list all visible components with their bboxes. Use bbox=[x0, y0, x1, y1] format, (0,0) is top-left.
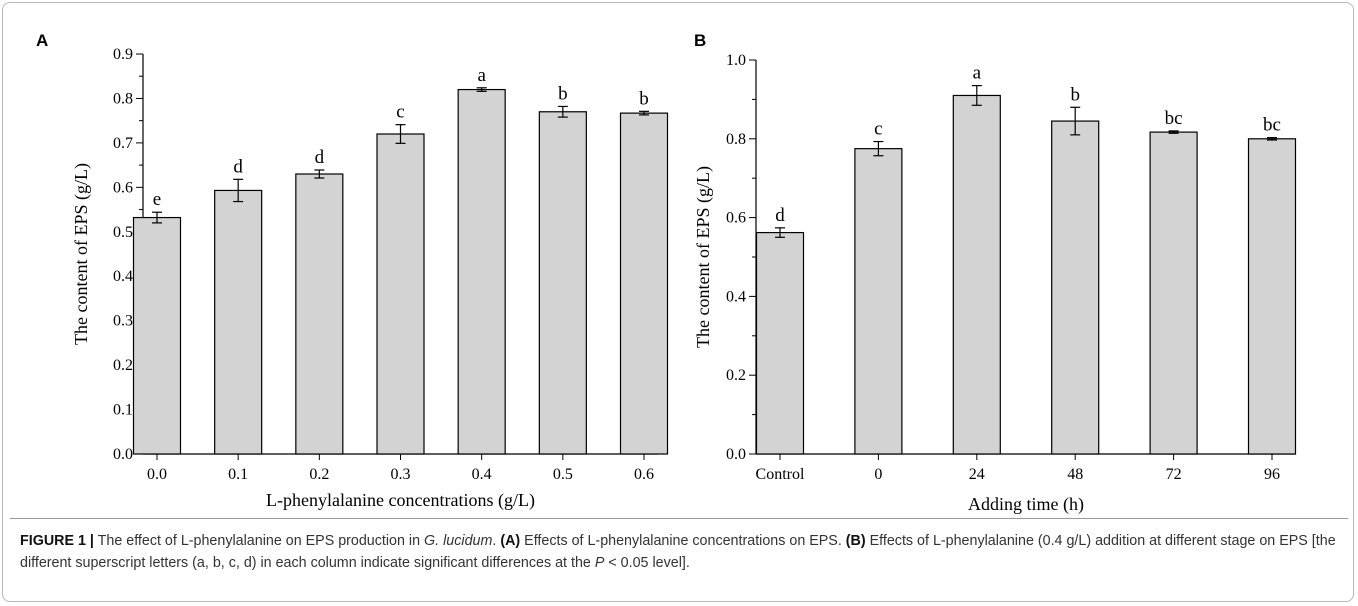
panel-a-y-tick-label: 0.7 bbox=[113, 135, 133, 152]
panel-b-y-tick-label: 1.0 bbox=[726, 52, 746, 69]
panel-b-significance-letter: a bbox=[973, 63, 982, 84]
panel-a-significance-letter: c bbox=[396, 102, 404, 123]
panel-b-y-tick-label: 0.0 bbox=[726, 446, 746, 463]
panel-b-bar bbox=[1051, 120, 1100, 455]
caption-figure-label: FIGURE 1 | bbox=[20, 533, 94, 549]
panel-b-significance-letter: bc bbox=[1165, 108, 1183, 129]
panel-a-significance-letter: e bbox=[153, 189, 161, 210]
panel-a-significance-letter: d bbox=[233, 156, 243, 177]
panel-a-y-tick-label: 0.0 bbox=[113, 446, 133, 463]
panel-b-bar bbox=[755, 231, 805, 455]
panel-b-x-axis-title: Adding time (h) bbox=[968, 494, 1084, 515]
caption-text-2: . bbox=[492, 533, 501, 549]
panel-a-x-tick-label: 0.3 bbox=[391, 466, 411, 483]
caption-label-a: (A) bbox=[500, 533, 521, 549]
panel-b-y-tick-label: 0.6 bbox=[726, 210, 746, 227]
panel-a-bar bbox=[295, 173, 344, 455]
panel-a-y-tick-label: 0.8 bbox=[113, 90, 133, 107]
caption-text-5: < 0.05 level]. bbox=[604, 555, 690, 571]
panel-a-bar bbox=[132, 216, 182, 455]
panel-b-bar bbox=[854, 148, 903, 455]
panel-a-x-tick-label: 0.1 bbox=[228, 466, 248, 483]
panel-a-significance-letter: b bbox=[558, 83, 568, 104]
caption-p-symbol: P bbox=[594, 555, 605, 571]
caption-species: G. lucidum bbox=[424, 533, 493, 549]
panel-b-x-tick-label: 48 bbox=[1067, 466, 1083, 483]
panel-b-y-tick-label: 0.8 bbox=[726, 131, 746, 148]
panel-a-letter: A bbox=[36, 31, 48, 50]
panel-a-y-tick-label: 0.2 bbox=[113, 357, 133, 374]
panel-b-significance-letter: bc bbox=[1263, 115, 1281, 136]
panel-a-x-tick-label: 0.4 bbox=[472, 466, 492, 483]
panel-a-y-tick-label: 0.3 bbox=[113, 313, 133, 330]
panel-b-bar bbox=[952, 94, 1001, 455]
caption-text-4: Effects of L-phenylalanine (0.4 g/L) add… bbox=[20, 533, 1336, 571]
panel-a-y-tick-label: 0.9 bbox=[113, 46, 133, 63]
panel-b-bar bbox=[1149, 131, 1198, 455]
panel-a-x-axis-title: L-phenylalanine concentrations (g/L) bbox=[266, 490, 535, 511]
panel-b-y-tick-label: 0.4 bbox=[726, 288, 746, 305]
figure-charts: A 0.0 0.1 0.2 0.3 0.4 0.5 0.6 0.7 0.8 0.9 e 0.0 d 0.1 d… bbox=[36, 31, 1297, 515]
panel-a-bar bbox=[376, 133, 425, 455]
panel-b-y-tick-label: 0.2 bbox=[726, 367, 746, 384]
figure-caption: FIGURE 1 | The effect of L-phenylalanine… bbox=[20, 530, 1340, 574]
panel-a-y-tick-label: 0.1 bbox=[113, 402, 133, 419]
panel-b-x-tick-label: 24 bbox=[969, 466, 985, 483]
panel-a-y-axis-title: The content of EPS (g/L) bbox=[71, 163, 92, 345]
panel-a-significance-letter: a bbox=[477, 65, 486, 86]
panel-b-x-tick-label: 96 bbox=[1264, 466, 1280, 483]
panel-b-bar bbox=[1247, 138, 1297, 455]
panel-a-bar bbox=[619, 112, 669, 455]
panel-b-x-tick-label: 0 bbox=[874, 466, 882, 483]
panel-a-y-tick-label: 0.5 bbox=[113, 224, 133, 241]
panel-a-bar bbox=[214, 189, 263, 455]
panel-b-x-tick-label: 72 bbox=[1166, 466, 1182, 483]
panel-a-x-tick-label: 0.6 bbox=[634, 466, 654, 483]
panel-a-bar bbox=[457, 88, 506, 455]
caption-text-1: The effect of L-phenylalanine on EPS pro… bbox=[93, 533, 425, 549]
caption-label-b: (B) bbox=[845, 533, 866, 549]
panel-b-x-tick-label: Control bbox=[756, 466, 805, 483]
panel-a-significance-letter: b bbox=[639, 88, 649, 109]
panel-a-x-tick-label: 0.0 bbox=[147, 466, 167, 483]
panel-a-x-tick-label: 0.2 bbox=[309, 466, 329, 483]
panel-a-y-tick-label: 0.6 bbox=[113, 179, 133, 196]
panel-a-y-tick-label: 0.4 bbox=[113, 268, 133, 285]
panel-a-x-tick-label: 0.5 bbox=[553, 466, 573, 483]
panel-b-letter: B bbox=[694, 31, 706, 50]
panel-b-y-axis-title: The content of EPS (g/L) bbox=[693, 166, 714, 348]
panel-a-significance-letter: d bbox=[315, 147, 325, 168]
panel-b-significance-letter: b bbox=[1070, 84, 1080, 105]
panel-b-significance-letter: c bbox=[874, 119, 882, 140]
caption-divider bbox=[10, 518, 1348, 519]
panel-b-significance-letter: d bbox=[775, 205, 785, 226]
panel-a-bar bbox=[538, 111, 587, 455]
caption-text-3: Effects of L-phenylalanine concentration… bbox=[520, 533, 846, 549]
